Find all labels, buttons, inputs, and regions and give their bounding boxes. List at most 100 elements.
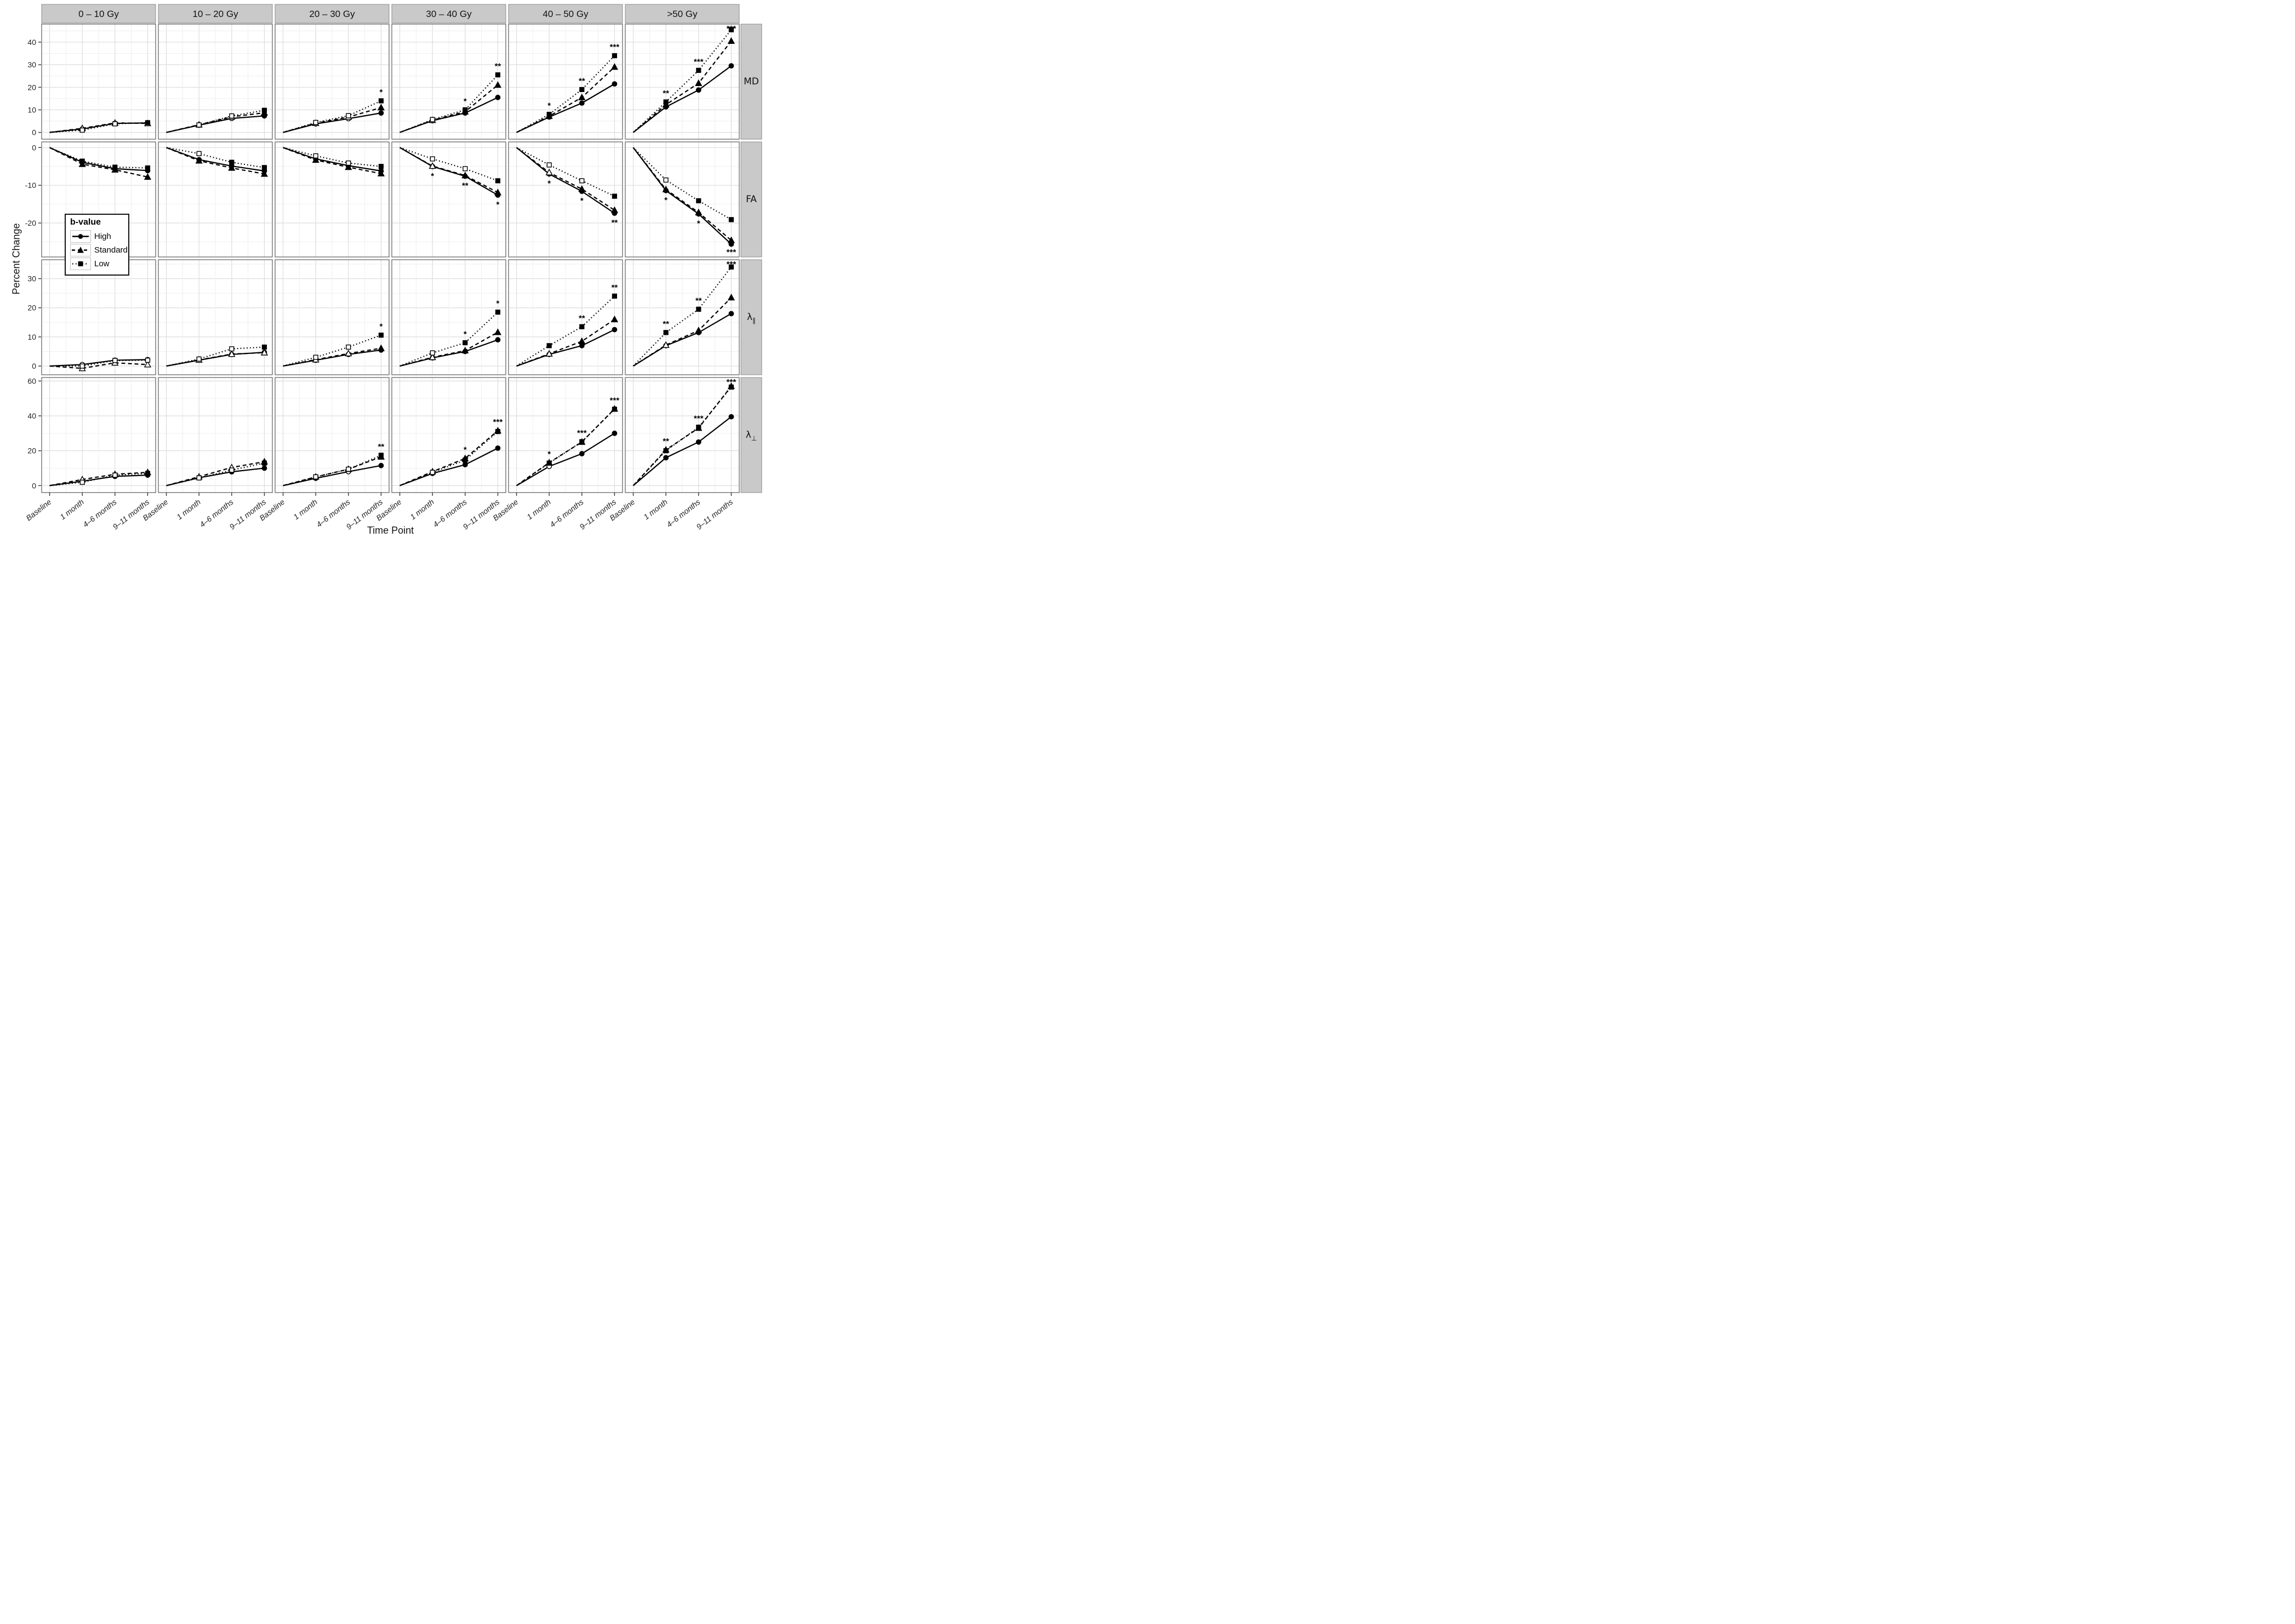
marker-circle-high [695, 87, 701, 93]
chart-panel: ******** [625, 377, 740, 493]
marker-triangle-standard [578, 337, 586, 344]
marker-triangle-standard [610, 63, 619, 70]
significance-label: ** [663, 319, 669, 329]
legend: b-value High Standard Low [65, 214, 129, 276]
series-line-high [399, 96, 498, 133]
marker-square-low [261, 344, 267, 350]
facet-column-strip: 40 – 50 Gy [508, 4, 623, 24]
y-tick-label: 20 [27, 304, 36, 312]
series-line-low [516, 409, 615, 487]
marker-triangle-standard [578, 185, 586, 192]
marker-circle-high [728, 311, 734, 317]
marker-square-low [346, 160, 351, 166]
facet-row-strip: λ⊥ [740, 377, 762, 493]
series-line-low [516, 55, 615, 133]
y-tick-label: 20 [27, 447, 36, 455]
marker-square-low [612, 53, 618, 59]
y-tick-label: 0 [32, 481, 36, 490]
x-axis-title: Time Point [367, 525, 414, 536]
y-axis: 0 20 40 60 [27, 376, 41, 490]
marker-triangle-standard [545, 350, 553, 357]
series-line-high [283, 147, 381, 172]
marker-square-low [112, 121, 118, 127]
marker-square-low [728, 384, 734, 390]
y-tick-label: 10 [27, 333, 36, 341]
series-line-standard [632, 147, 732, 241]
chart-panel: ******* [625, 259, 740, 375]
series-line-high [516, 432, 615, 487]
chart-panel: ***** [625, 141, 740, 258]
y-tick-label: 30 [27, 60, 36, 69]
marker-triangle-standard [662, 185, 670, 192]
chart-panel [158, 377, 273, 493]
panel-border [41, 377, 156, 493]
marker-circle-high [462, 462, 468, 467]
significance-label: ** [612, 218, 618, 227]
y-axis: 0 -10 -20 [25, 143, 41, 227]
significance-label: ** [495, 62, 501, 71]
significance-label: * [664, 196, 667, 205]
strip-background [275, 4, 390, 24]
series-line-low [49, 359, 148, 367]
marker-triangle-standard [312, 156, 319, 163]
series-line-standard [49, 147, 148, 178]
series-line-standard [632, 386, 732, 487]
marker-square-low [663, 99, 669, 105]
marker-triangle-standard [228, 164, 236, 171]
marker-square-low [430, 156, 435, 162]
marker-square-low [546, 460, 552, 466]
marker-square-low [663, 177, 669, 183]
marker-square-low [112, 358, 118, 363]
x-tick-label: Baseline [24, 498, 53, 523]
marker-triangle-standard [494, 328, 502, 335]
marker-square-low [145, 471, 151, 476]
marker-triangle-standard [545, 168, 553, 175]
panel-border [508, 259, 623, 375]
marker-square-low [579, 324, 585, 329]
panel-border [275, 24, 390, 140]
chart-panel: **** [391, 141, 506, 258]
marker-square-low [663, 330, 669, 335]
facet-row-label: λ⊥ [746, 430, 757, 442]
marker-triangle-standard [377, 344, 385, 351]
series-line-standard [166, 461, 265, 487]
marker-square-low [79, 363, 85, 369]
marker-triangle-standard [610, 206, 619, 213]
marker-square-low [612, 293, 618, 299]
marker-circle-high [378, 462, 384, 468]
panel-border [508, 141, 623, 258]
series-line-standard [283, 456, 381, 487]
significance-label: ** [462, 181, 469, 191]
facet-row-strip: FA [740, 141, 762, 258]
facet-column-strip: 10 – 20 Gy [158, 4, 273, 24]
legend-entry-high: High [70, 230, 124, 243]
marker-square-low [463, 107, 468, 113]
series-line-high [399, 447, 498, 487]
strip-background [740, 24, 762, 140]
significance-label: * [697, 219, 700, 228]
marker-triangle-standard [195, 157, 203, 164]
facet-column-strip: >50 Gy [625, 4, 740, 24]
marker-square-low [145, 120, 151, 125]
strip-background [625, 4, 740, 24]
panel-border [625, 377, 740, 493]
panel-border [391, 141, 506, 258]
marker-square-low [229, 159, 235, 165]
significance-label: * [496, 299, 500, 308]
marker-triangle-standard [695, 208, 703, 215]
dotted-line-square-key-icon [70, 258, 91, 270]
y-tick-label: 30 [27, 275, 36, 283]
panel-border [275, 141, 390, 258]
marker-square-low [346, 466, 351, 472]
chart-panel: ******* [508, 377, 623, 493]
marker-square-low [463, 166, 468, 171]
series-line-standard [283, 347, 381, 367]
chart-panel: * [275, 24, 390, 140]
marker-square-low [612, 407, 618, 412]
marker-square-low [463, 458, 468, 463]
marker-circle-high [495, 445, 501, 451]
series-line-standard [516, 66, 615, 133]
marker-square-low [430, 117, 435, 122]
marker-square-low [378, 453, 384, 458]
marker-triangle-standard [695, 79, 703, 86]
